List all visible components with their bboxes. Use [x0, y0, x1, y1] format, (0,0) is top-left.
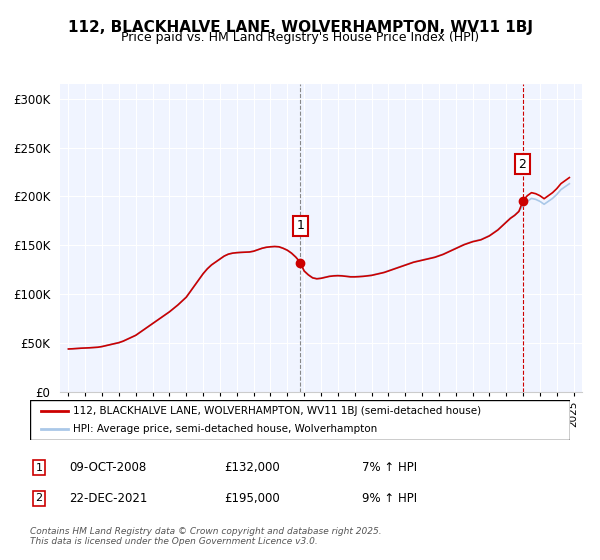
Text: Price paid vs. HM Land Registry's House Price Index (HPI): Price paid vs. HM Land Registry's House … — [121, 31, 479, 44]
Text: 112, BLACKHALVE LANE, WOLVERHAMPTON, WV11 1BJ (semi-detached house): 112, BLACKHALVE LANE, WOLVERHAMPTON, WV1… — [73, 407, 481, 417]
Text: 1: 1 — [35, 463, 43, 473]
FancyBboxPatch shape — [30, 400, 570, 440]
Text: 09-OCT-2008: 09-OCT-2008 — [70, 461, 146, 474]
Text: HPI: Average price, semi-detached house, Wolverhampton: HPI: Average price, semi-detached house,… — [73, 423, 377, 433]
Text: 7% ↑ HPI: 7% ↑ HPI — [362, 461, 418, 474]
Text: 112, BLACKHALVE LANE, WOLVERHAMPTON, WV11 1BJ: 112, BLACKHALVE LANE, WOLVERHAMPTON, WV1… — [67, 20, 533, 35]
Text: £132,000: £132,000 — [224, 461, 280, 474]
Text: £195,000: £195,000 — [224, 492, 280, 505]
Text: 2: 2 — [35, 493, 43, 503]
Text: 1: 1 — [296, 220, 304, 232]
Text: 9% ↑ HPI: 9% ↑ HPI — [362, 492, 418, 505]
Text: 2: 2 — [518, 158, 526, 171]
Text: 22-DEC-2021: 22-DEC-2021 — [69, 492, 147, 505]
Text: Contains HM Land Registry data © Crown copyright and database right 2025.
This d: Contains HM Land Registry data © Crown c… — [30, 526, 382, 546]
